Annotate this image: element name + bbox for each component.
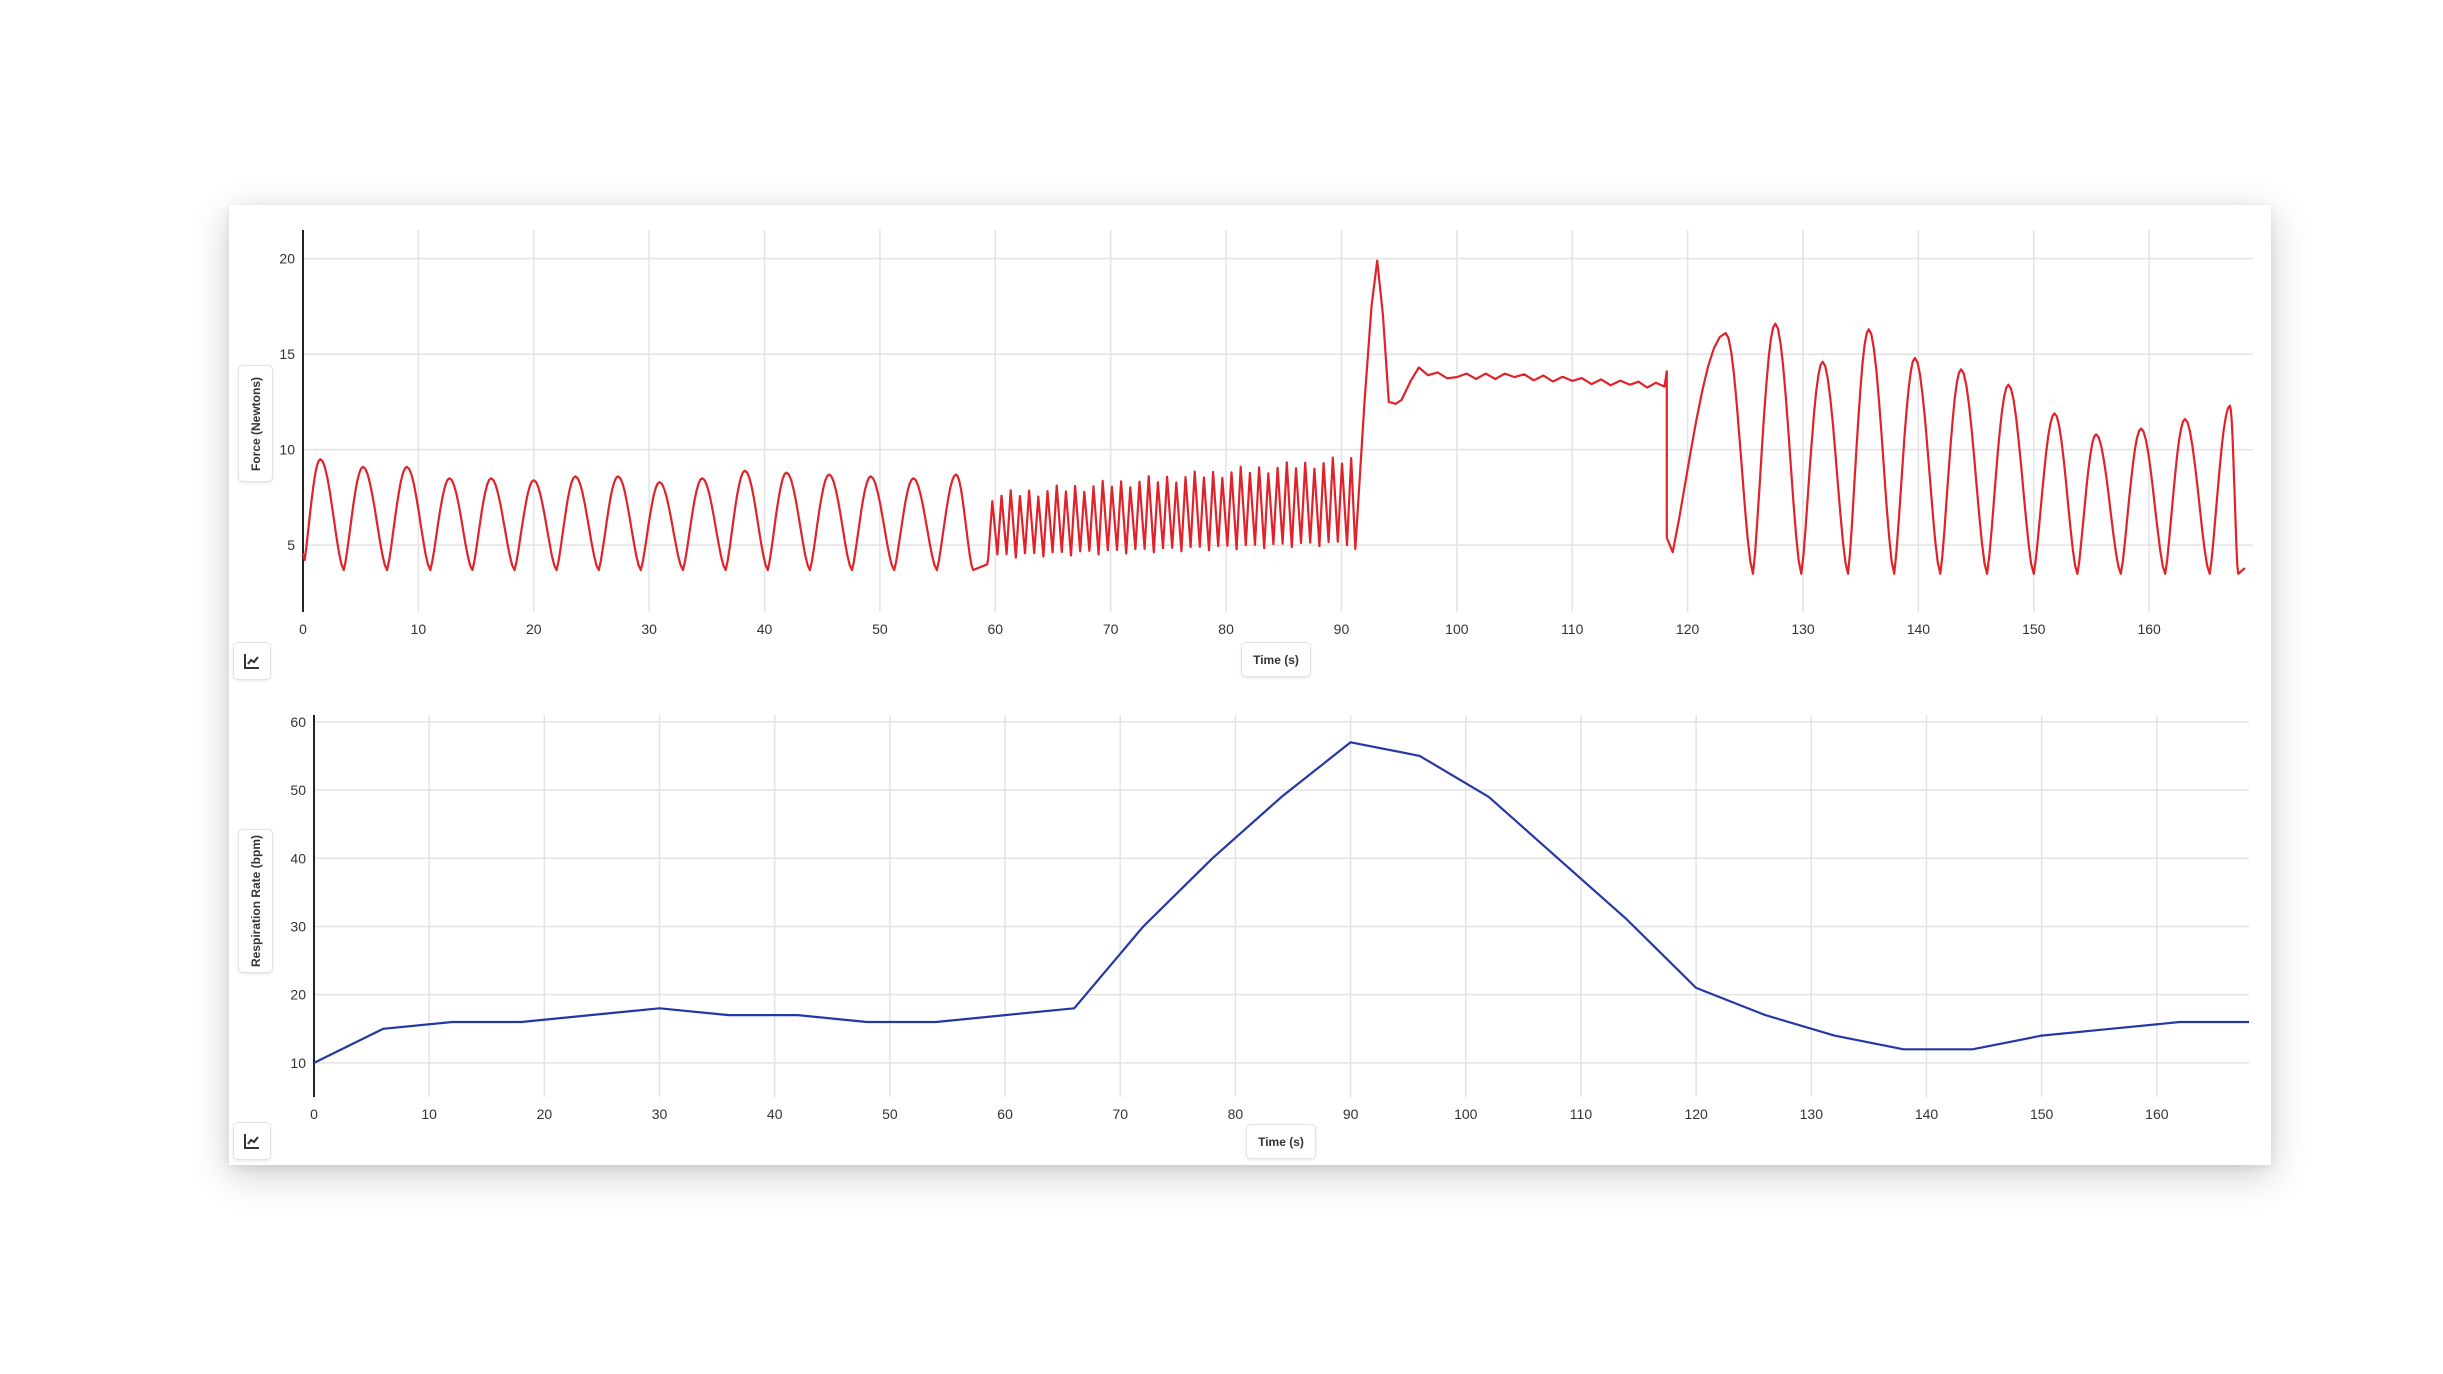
x-tick-label: 120 — [1676, 621, 1700, 637]
x-tick-label: 140 — [1915, 1106, 1939, 1122]
respiration-x-axis-label: Time (s) — [1246, 1124, 1316, 1159]
graph-icon — [244, 654, 259, 669]
y-tick-label: 10 — [279, 442, 295, 458]
x-tick-label: 20 — [537, 1106, 553, 1122]
x-tick-label: 70 — [1103, 621, 1119, 637]
y-tick-label: 5 — [287, 537, 295, 553]
x-tick-label: 100 — [1454, 1106, 1478, 1122]
chart-options-icon-2[interactable] — [233, 1122, 271, 1160]
charts-canvas: 0 10 20 30 40 50 60 70 80 90 100 110 120 130 140 150 160… — [279, 230, 2253, 1122]
y-tick-label: 20 — [279, 251, 295, 267]
y-tick-label: 30 — [290, 918, 306, 934]
x-tick-label: 90 — [1343, 1106, 1359, 1122]
y-tick-label: 60 — [290, 714, 306, 730]
x-tick-label: 70 — [1112, 1106, 1128, 1122]
graph-icon — [244, 1134, 259, 1149]
x-tick-label: 30 — [652, 1106, 668, 1122]
force-x-axis-label: Time (s) — [1241, 642, 1311, 677]
x-tick-label: 40 — [757, 621, 773, 637]
force-y-axis-label: Force (Newtons) — [238, 365, 273, 482]
x-tick-label: 50 — [872, 621, 888, 637]
respiration-y-axis-label: Respiration Rate (bpm) — [238, 829, 273, 973]
x-tick-label: 150 — [2022, 621, 2046, 637]
y-tick-label: 20 — [290, 987, 306, 1003]
x-tick-label: 130 — [1791, 621, 1815, 637]
y-tick-label: 40 — [290, 850, 306, 866]
x-tick-label: 110 — [1561, 621, 1584, 637]
x-tick-label: 30 — [641, 621, 657, 637]
x-tick-label: 60 — [988, 621, 1004, 637]
x-tick-label: 100 — [1445, 621, 1469, 637]
x-tick-label: 110 — [1570, 1106, 1593, 1122]
chart-card: 0 10 20 30 40 50 60 70 80 90 100 110 120 130 140 150 160… — [229, 205, 2271, 1165]
x-tick-label: 40 — [767, 1106, 783, 1122]
x-tick-label: 20 — [526, 621, 542, 637]
x-tick-label: 0 — [299, 621, 307, 637]
y-tick-label: 50 — [290, 782, 306, 798]
x-tick-label: 150 — [2030, 1106, 2054, 1122]
x-tick-label: 80 — [1218, 621, 1234, 637]
x-tick-label: 60 — [997, 1106, 1013, 1122]
x-tick-label: 120 — [1684, 1106, 1708, 1122]
x-tick-label: 160 — [2145, 1106, 2169, 1122]
force-series-line — [301, 259, 2246, 575]
x-tick-label: 140 — [1907, 621, 1931, 637]
x-tick-label: 50 — [882, 1106, 898, 1122]
x-tick-label: 130 — [1800, 1106, 1824, 1122]
x-tick-label: 90 — [1334, 621, 1350, 637]
x-tick-label: 160 — [2137, 621, 2161, 637]
chart-options-icon[interactable] — [233, 642, 271, 680]
x-tick-label: 10 — [421, 1106, 437, 1122]
y-tick-label: 10 — [290, 1055, 306, 1071]
x-tick-label: 80 — [1228, 1106, 1244, 1122]
x-tick-label: 0 — [310, 1106, 318, 1122]
x-tick-label: 10 — [411, 621, 427, 637]
y-tick-label: 15 — [279, 346, 295, 362]
